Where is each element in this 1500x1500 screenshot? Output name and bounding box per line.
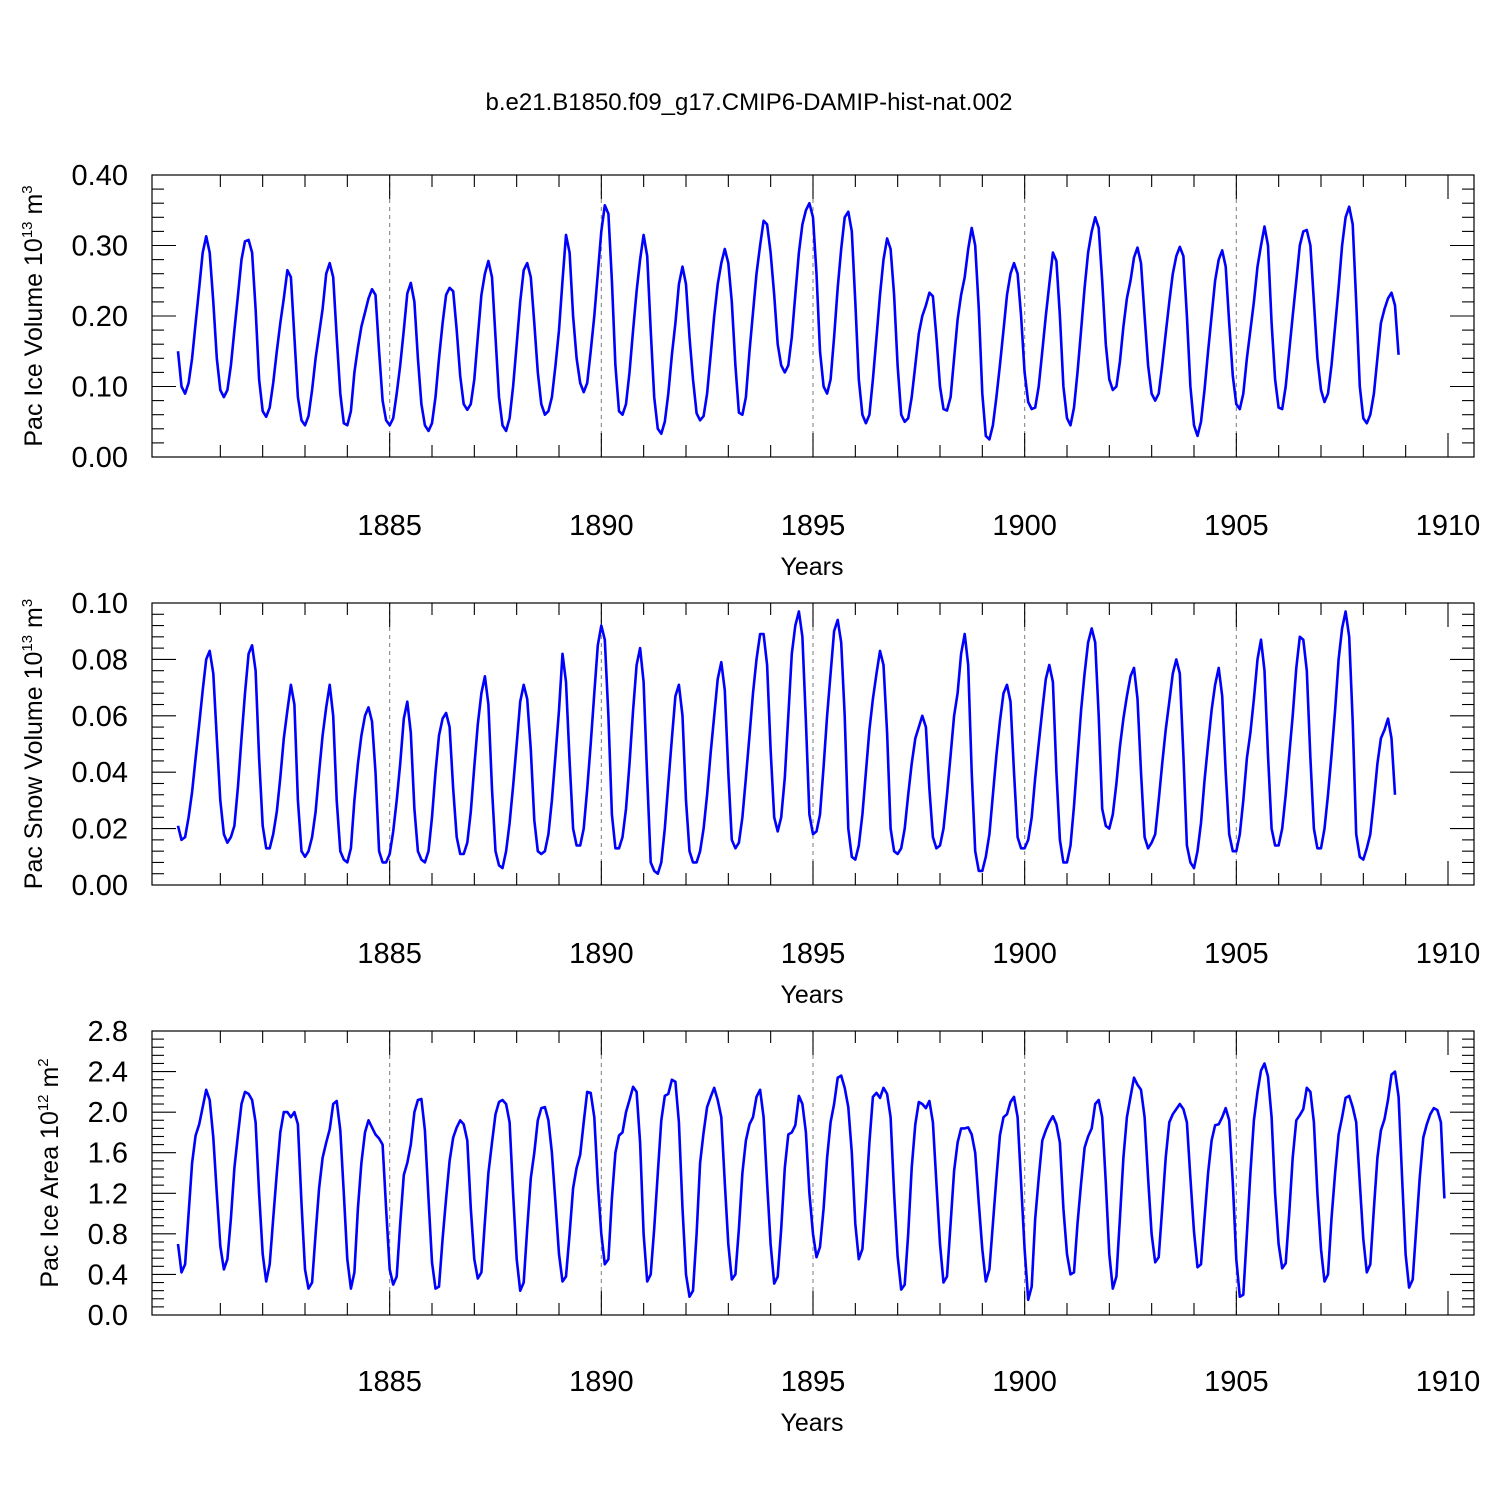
y-axis-title-unit-exponent: 3 (19, 185, 36, 193)
x-tick-label: 1905 (1204, 510, 1269, 542)
y-tick-label: 0.30 (72, 231, 128, 263)
y-tick-label: 0.00 (72, 870, 128, 902)
y-tick-label: 2.8 (88, 1016, 128, 1048)
y-tick-label: 1.2 (88, 1178, 128, 1210)
x-tick-label: 1900 (992, 510, 1057, 542)
y-axis-title-exponent: 13 (19, 221, 36, 238)
x-tick-label: 1895 (781, 1366, 846, 1398)
y-tick-label: 0.04 (72, 757, 128, 789)
y-tick-label: 0.00 (72, 442, 128, 474)
y-tick-label: 0.20 (72, 301, 128, 333)
x-tick-label: 1885 (357, 938, 422, 970)
y-axis-title-main: Pac Ice Volume 10 (20, 238, 48, 446)
y-tick-label: 1.6 (88, 1138, 128, 1170)
y-tick-label: 0.10 (72, 588, 128, 620)
y-axis-title-main: Pac Snow Volume 10 (20, 652, 48, 890)
chart-title: b.e21.B1850.f09_g17.CMIP6-DAMIP-hist-nat… (486, 89, 1013, 116)
y-tick-label: 0.06 (72, 701, 128, 733)
x-tick-label: 1905 (1204, 1366, 1269, 1398)
y-axis-title-unit: m (20, 194, 48, 222)
x-tick-label: 1910 (1416, 1366, 1481, 1398)
x-tick-label: 1900 (992, 938, 1057, 970)
x-tick-label: 1885 (357, 510, 422, 542)
y-tick-label: 0.08 (72, 644, 128, 676)
y-tick-label: 0.4 (88, 1259, 128, 1291)
x-axis-title: Years (780, 553, 843, 581)
y-tick-label: 2.4 (88, 1057, 128, 1089)
y-axis-title: Pac Ice Volume 1013 m3 (19, 185, 48, 446)
y-tick-label: 0.02 (72, 814, 128, 846)
x-tick-label: 1895 (781, 938, 846, 970)
y-axis-title-unit: m (20, 607, 48, 635)
series-line (176, 1062, 1446, 1302)
y-axis-title-unit: m (36, 1067, 64, 1095)
panel-snow-volume: 0.00 0.02 0.04 0.06 0.08 0.10 1885 1890 1895 190… (19, 588, 1480, 1009)
y-axis-title-unit-exponent: 2 (35, 1058, 52, 1066)
x-tick-label: 1890 (569, 1366, 634, 1398)
panel-ice-volume: 0.00 0.10 0.20 0.30 0.40 1885 1890 1895 1900 190… (19, 160, 1480, 581)
y-axis-title: Pac Snow Volume 1013 m3 (19, 599, 48, 889)
y-axis-title-exponent: 13 (19, 635, 36, 652)
y-tick-label: 0.0 (88, 1300, 128, 1332)
series-line (176, 201, 1400, 441)
y-axis-title-exponent: 12 (35, 1094, 52, 1111)
x-tick-label: 1895 (781, 510, 846, 542)
y-tick-label: 0.8 (88, 1219, 128, 1251)
x-tick-label: 1910 (1416, 510, 1481, 542)
y-axis-title: Pac Ice Area 1012 m2 (35, 1058, 64, 1287)
y-axis-title-unit-exponent: 3 (19, 599, 36, 607)
x-tick-label: 1885 (357, 1366, 422, 1398)
x-tick-label: 1910 (1416, 938, 1481, 970)
y-tick-label: 0.10 (72, 372, 128, 404)
x-tick-label: 1890 (569, 938, 634, 970)
x-axis-title: Years (780, 981, 843, 1009)
series-line (176, 610, 1397, 875)
x-tick-label: 1900 (992, 1366, 1057, 1398)
x-axis-title: Years (780, 1409, 843, 1437)
y-tick-label: 2.0 (88, 1097, 128, 1129)
y-axis-title-main: Pac Ice Area 10 (36, 1111, 64, 1288)
y-tick-label: 0.40 (72, 160, 128, 192)
x-tick-label: 1890 (569, 510, 634, 542)
panel-ice-area: 0.0 0.4 0.8 1.2 1.6 2.0 2.4 2.8 1885 1890 1895 190… (35, 1016, 1480, 1437)
x-tick-label: 1905 (1204, 938, 1269, 970)
